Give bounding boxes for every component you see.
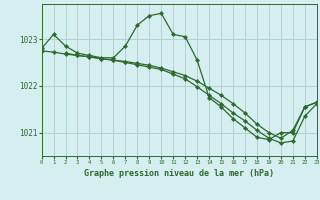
X-axis label: Graphe pression niveau de la mer (hPa): Graphe pression niveau de la mer (hPa): [84, 169, 274, 178]
